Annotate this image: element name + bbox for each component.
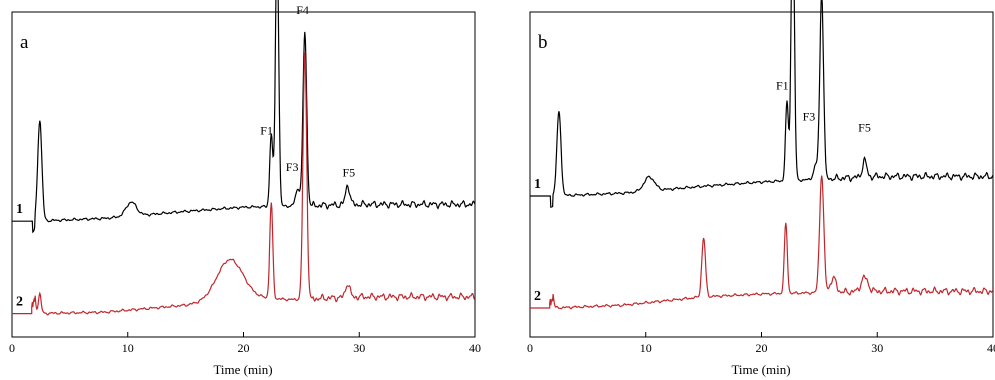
peak-label: F3 xyxy=(803,109,816,123)
panel-label-a: a xyxy=(20,32,29,53)
x-tick-label: 30 xyxy=(871,341,883,355)
x-tick-label: 30 xyxy=(353,341,365,355)
peak-label: F3 xyxy=(286,160,299,174)
peak-labels-b: F1F2F3F4F5 xyxy=(776,79,871,135)
x-axis-title-a: Time (min) xyxy=(213,362,272,377)
x-tick-label: 10 xyxy=(640,341,652,355)
x-tick-label: 10 xyxy=(122,341,134,355)
x-axis-a: 0 10 20 30 40 xyxy=(9,332,481,355)
peak-label: F1 xyxy=(260,123,273,137)
series-group-b: 12 xyxy=(530,0,994,310)
plot-frame-b xyxy=(529,11,994,338)
x-tick-label: 40 xyxy=(987,341,995,355)
panel-label-b: b xyxy=(538,32,548,53)
peak-labels-a: F1F2F3F4F5 xyxy=(260,3,355,179)
series-line-2 xyxy=(12,52,476,316)
peak-label: F5 xyxy=(342,165,355,179)
x-tick-label: 0 xyxy=(527,341,533,355)
peak-label: F4 xyxy=(296,3,309,17)
series-label-2: 2 xyxy=(534,289,541,304)
series-label-1: 1 xyxy=(16,202,23,217)
x-tick-label: 0 xyxy=(9,341,15,355)
series-group-a: 12 xyxy=(12,0,476,316)
plot-frame-a xyxy=(11,11,476,338)
x-axis-title-b: Time (min) xyxy=(731,362,790,377)
series-line-1 xyxy=(12,0,476,234)
peak-label: F1 xyxy=(776,79,789,93)
x-axis-b: 0 10 20 30 40 xyxy=(527,332,995,355)
x-tick-label: 20 xyxy=(756,341,768,355)
series-line-1 xyxy=(530,0,994,208)
peak-label: F5 xyxy=(858,121,871,135)
series-label-2: 2 xyxy=(16,295,23,310)
series-line-2 xyxy=(530,175,994,310)
series-label-1: 1 xyxy=(534,177,541,192)
x-tick-label: 40 xyxy=(469,341,481,355)
x-tick-label: 20 xyxy=(238,341,250,355)
